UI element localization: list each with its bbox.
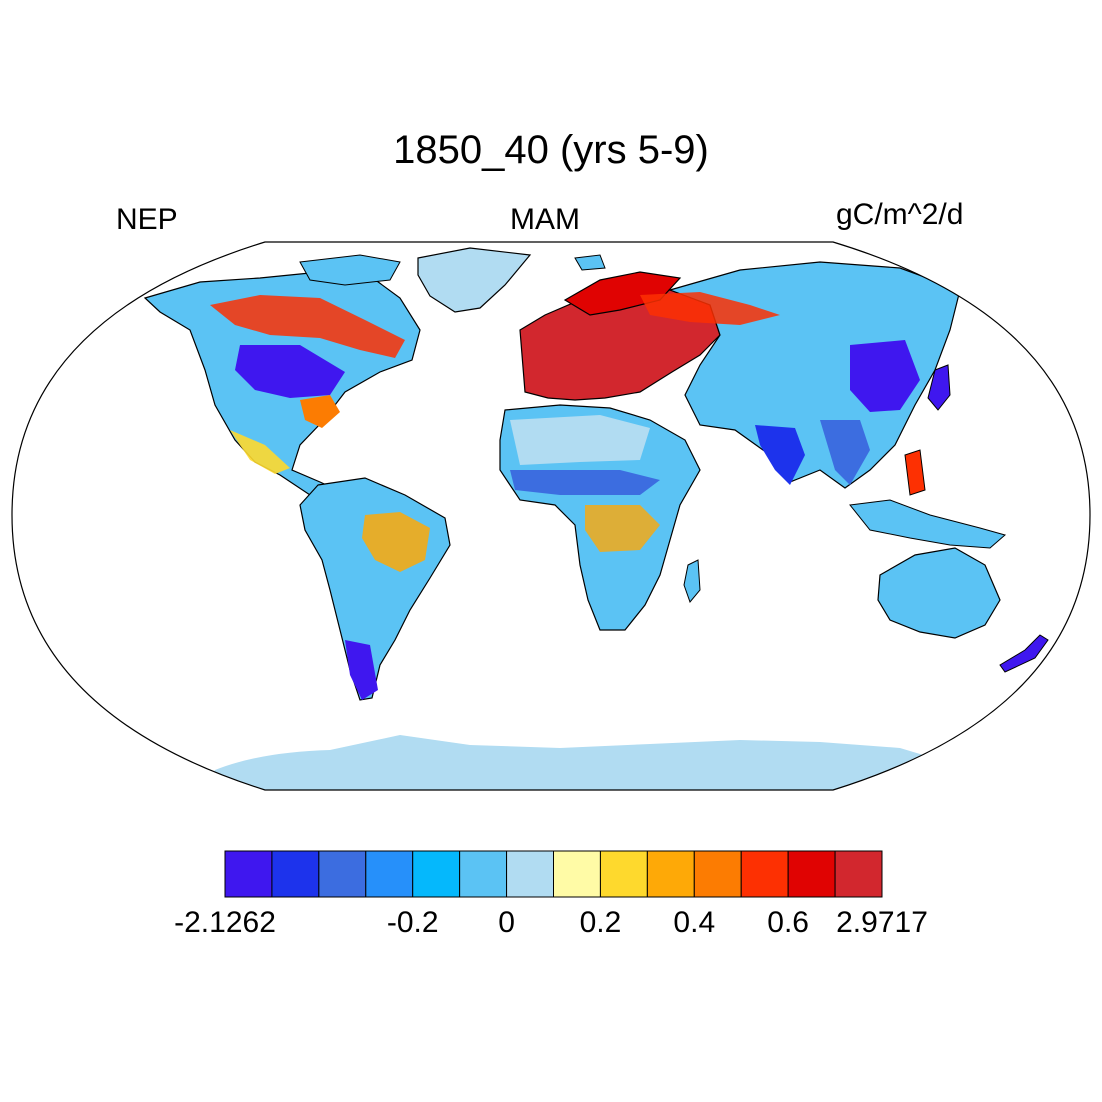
- region-indonesia: [849, 499, 1007, 549]
- colorbar-swatch: [224, 850, 273, 898]
- colorbar-swatch: [740, 850, 789, 898]
- region-madagascar: [683, 559, 701, 603]
- region-south-america: [299, 477, 451, 701]
- region-arctic-islands: [299, 254, 401, 286]
- colorbar: [224, 850, 883, 898]
- region-india: [755, 425, 805, 485]
- variable-label: NEP: [116, 203, 178, 236]
- colorbar-swatch: [412, 850, 461, 898]
- region-philippines: [904, 449, 926, 496]
- colorbar-tick-label: 0.2: [579, 906, 622, 939]
- region-antarctica: [200, 735, 960, 790]
- colorbar-swatch: [318, 850, 367, 898]
- colorbar-swatch: [693, 850, 742, 898]
- colorbar-tick-label: 0: [498, 906, 515, 939]
- region-australia: [877, 547, 1001, 639]
- region-mexico: [230, 430, 290, 474]
- map-boundary: [11, 241, 1091, 791]
- colorbar-swatch: [506, 850, 555, 898]
- colorbar-swatch: [599, 850, 648, 898]
- colorbar-swatch: [553, 850, 601, 898]
- region-amazon-warm: [362, 512, 430, 572]
- colorbar-swatch: [271, 850, 320, 898]
- colorbar-swatch: [834, 850, 883, 898]
- region-east-asia: [850, 340, 920, 412]
- region-patagonia: [345, 640, 378, 700]
- colorbar-tick-label: -2.1262: [174, 906, 276, 939]
- units-label: gC/m^2/d: [836, 198, 964, 231]
- colorbar-tick-label: 0.4: [673, 906, 716, 939]
- colorbar-tick-label: 0.6: [767, 906, 809, 939]
- region-canada-warm: [210, 295, 405, 358]
- region-central-us: [235, 345, 345, 398]
- region-us-east-coast: [300, 395, 340, 428]
- region-new-zealand: [999, 634, 1049, 673]
- region-svalbard: [574, 254, 606, 271]
- colorbar-tick-label: 2.9717: [836, 906, 928, 939]
- region-greenland: [417, 247, 532, 313]
- colorbar-swatch: [787, 850, 836, 898]
- region-sahel: [510, 470, 660, 495]
- map-title: 1850_40 (yrs 5-9): [393, 128, 709, 172]
- region-southeast-asia: [820, 420, 870, 485]
- region-siberia-warm: [640, 292, 780, 325]
- colorbar-swatch: [646, 850, 695, 898]
- season-label: MAM: [510, 203, 580, 236]
- colorbar-tick-label: -0.2: [386, 906, 439, 939]
- region-sahara: [510, 415, 650, 465]
- colorbar-swatch: [459, 850, 508, 898]
- region-central-africa-warm: [585, 505, 660, 552]
- region-japan: [927, 364, 951, 411]
- colorbar-swatch: [365, 850, 414, 898]
- region-scandinavia: [563, 271, 682, 316]
